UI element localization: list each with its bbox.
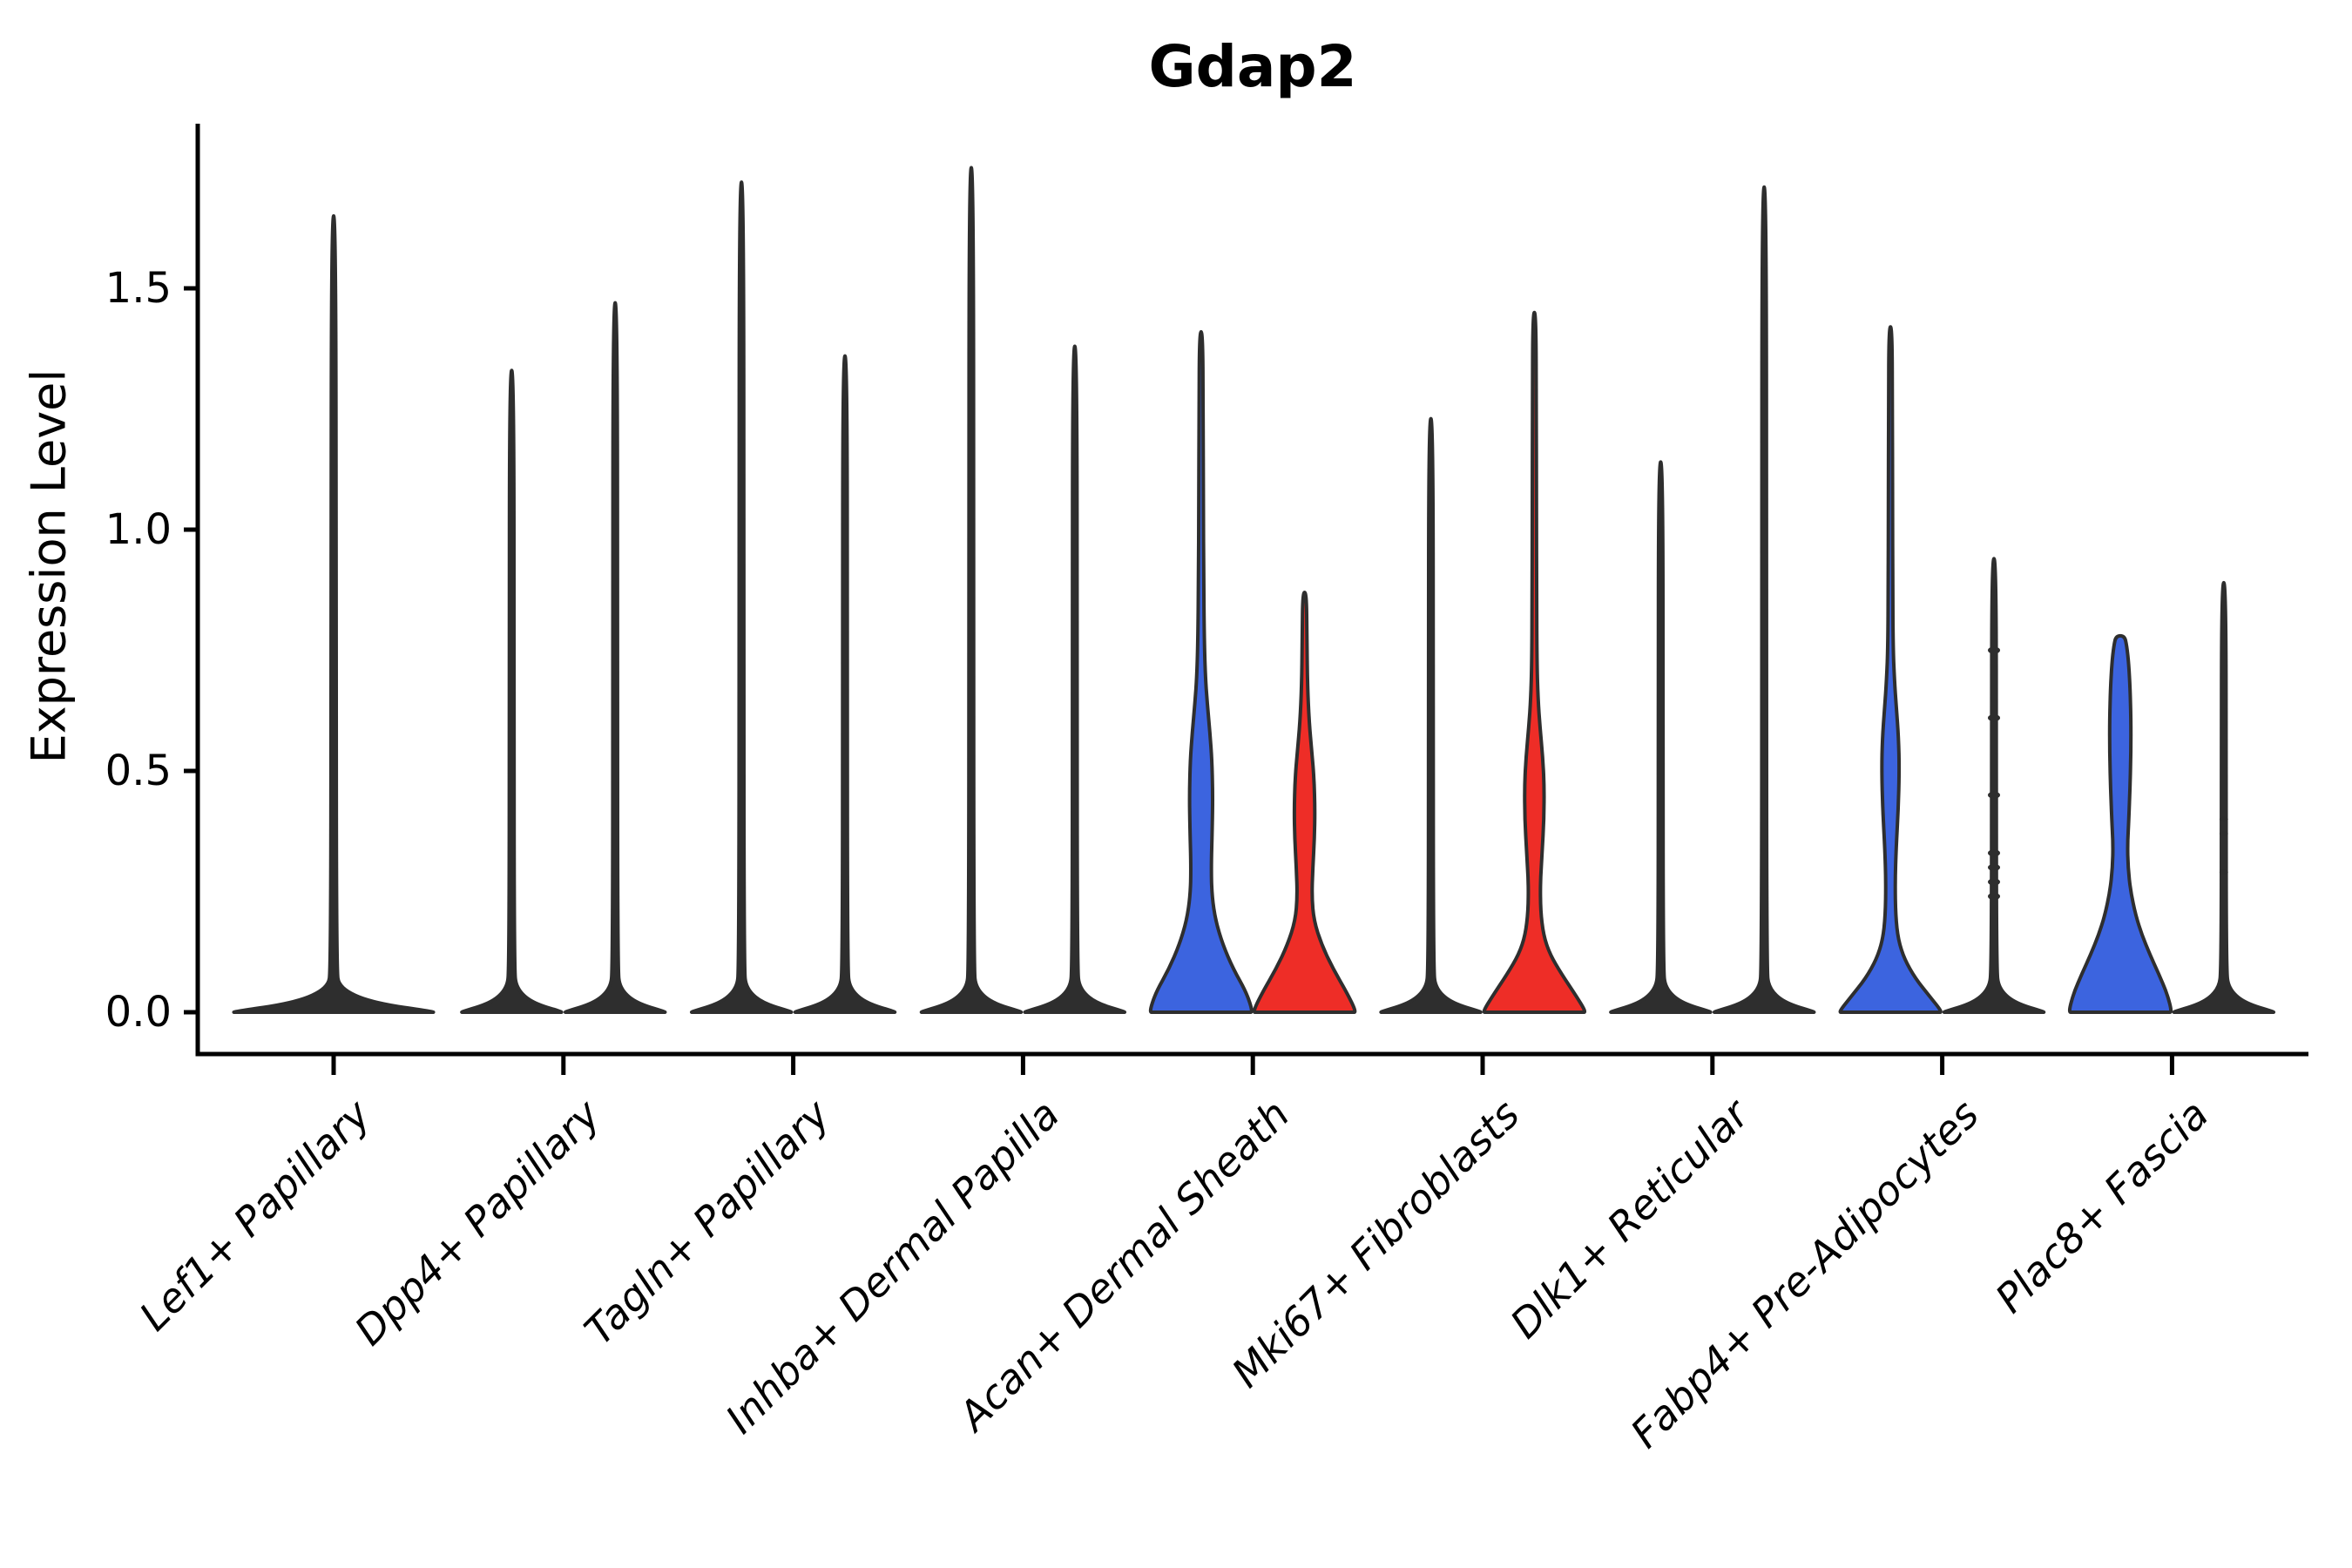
violin-fabp4-pre-adipocytes-right [1942,557,2046,1014]
y-tick-label-0.0: 0.0 [105,988,172,1037]
violin-data-point [1988,878,2000,886]
violin-mki67-fibroblasts-right [1482,310,1587,1014]
violin-lef1-papillary-center [232,213,436,1014]
chart-title: Gdap2 [1148,33,1357,100]
violin-inhba-dermal-papilla-right [1023,344,1127,1014]
violin-data-point [1988,849,2000,857]
y-tick-label-1.5: 1.5 [105,264,172,313]
violin-data-point [1988,714,2000,722]
violin-dpp4-papillary-left [460,368,564,1014]
violin-data-point [1988,863,2000,871]
violin-tagln-papillary-right [793,354,897,1014]
y-tick-label-1.0: 1.0 [105,505,172,554]
violin-data-point [1988,646,2000,654]
violin-acan-dermal-sheath-right [1252,591,1357,1014]
violin-mki67-fibroblasts-left [1379,416,1483,1014]
y-tick-label-0.5: 0.5 [105,747,172,795]
violin-data-point [2219,831,2228,836]
violin-data-point [1988,893,2000,900]
violin-dlk1-reticular-left [1609,460,1713,1014]
violin-tagln-papillary-left [689,180,794,1014]
violin-dpp4-papillary-right [563,301,667,1014]
violin-data-point [2219,869,2228,875]
violin-dlk1-reticular-right [1712,185,1816,1014]
violin-data-point [1988,791,2000,799]
violin-fabp4-pre-adipocytes-left [1838,325,1943,1014]
violin-data-point [2219,816,2228,822]
violin-acan-dermal-sheath-left [1148,329,1254,1014]
violin-plac8-fascia-left [2067,633,2173,1014]
violin-plac8-fascia-right [2172,580,2276,1014]
violin-inhba-dermal-papilla-left [919,166,1024,1014]
